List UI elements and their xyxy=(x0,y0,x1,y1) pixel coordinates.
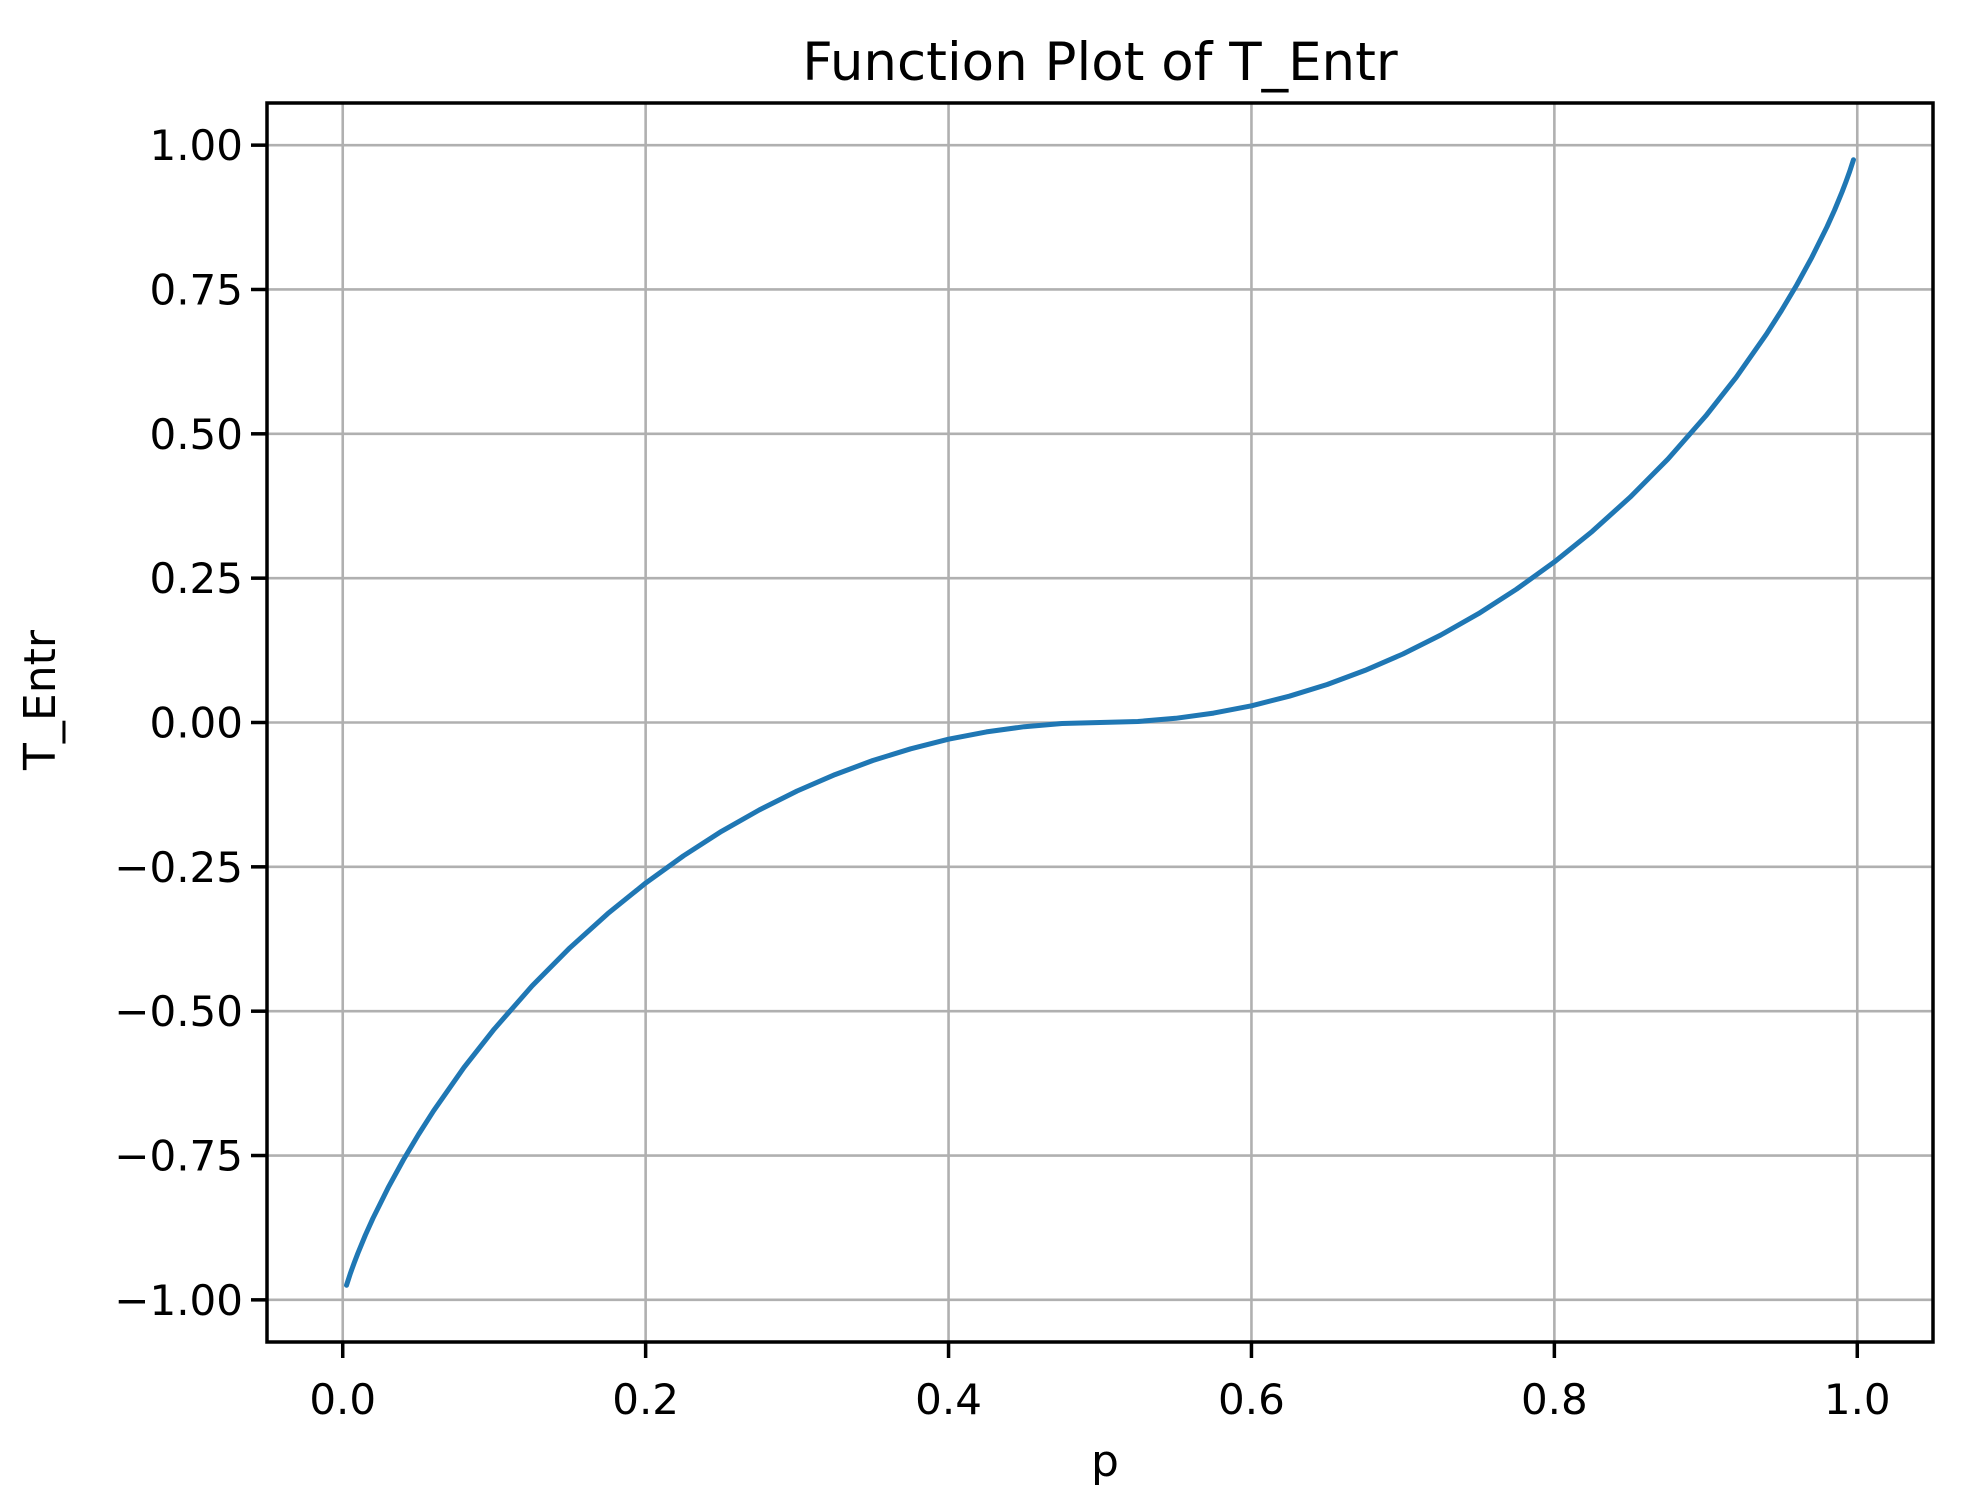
chart-title: Function Plot of T_Entr xyxy=(802,32,1398,93)
grid-lines xyxy=(267,103,1933,1342)
x-tick-label: 0.4 xyxy=(915,1375,982,1424)
y-tick-label: −0.75 xyxy=(114,1132,243,1181)
x-tick-label: 0.2 xyxy=(612,1375,679,1424)
y-tick-label: −0.50 xyxy=(114,987,243,1036)
y-tick-label: −0.25 xyxy=(114,843,243,892)
y-axis-label: T_Entr xyxy=(15,629,66,771)
y-tick-label: 0.50 xyxy=(149,410,243,459)
x-tick-label: 0.8 xyxy=(1521,1375,1588,1424)
x-tick-label: 1.0 xyxy=(1824,1375,1891,1424)
x-tick-label: 0.0 xyxy=(309,1375,376,1424)
y-tick-label: 0.75 xyxy=(149,265,243,314)
y-tick-label: −1.00 xyxy=(114,1276,243,1325)
y-tick-label: 0.25 xyxy=(149,554,243,603)
x-axis-label: p xyxy=(1091,1436,1119,1487)
x-tick-label: 0.6 xyxy=(1218,1375,1285,1424)
tick-labels: 0.0 0.2 0.4 0.6 0.8 1.0 1.00 0.75 0.50 0.25 0.00 −0… xyxy=(114,121,1890,1424)
curve-t_entr xyxy=(344,157,1856,1288)
y-tick-label: 0.00 xyxy=(149,699,243,748)
y-tick-label: 1.00 xyxy=(149,121,243,170)
series-line xyxy=(344,157,1856,1288)
axis-ticks xyxy=(251,143,1860,1358)
